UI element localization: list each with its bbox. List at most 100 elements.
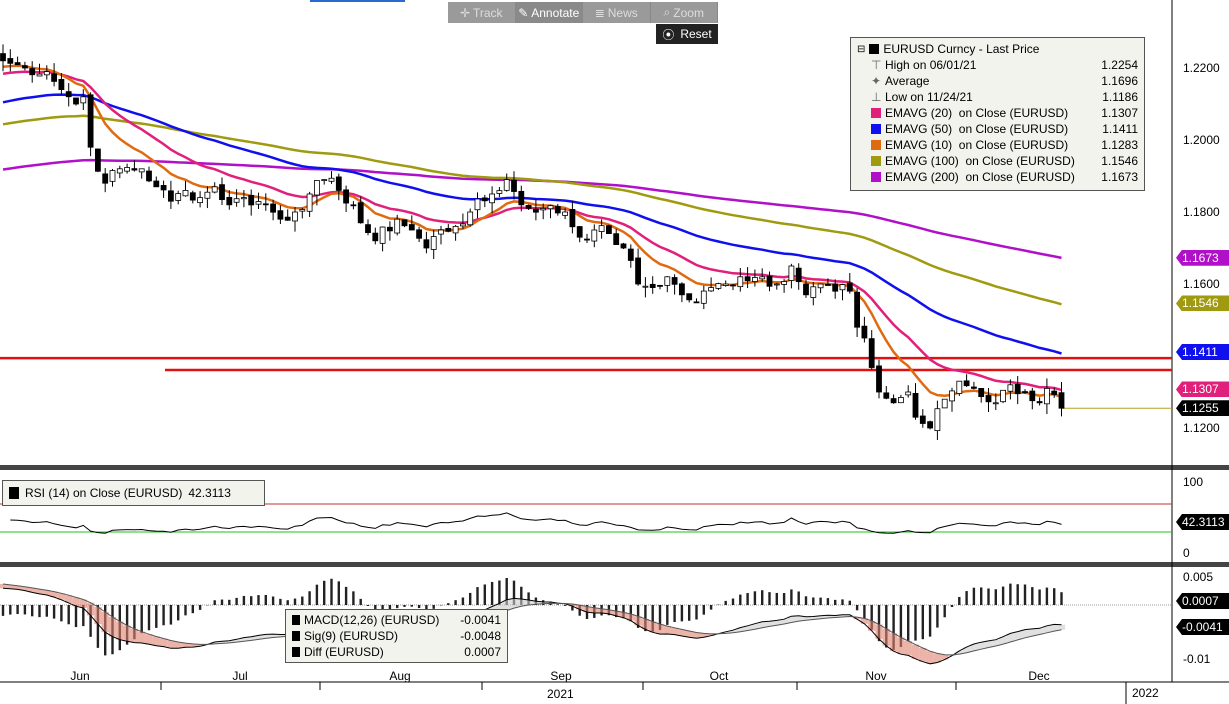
macd-histogram-bar (563, 605, 567, 606)
candle-down (1014, 383, 1021, 395)
high-marker-icon: ⊤ (871, 58, 882, 72)
candle-down (445, 227, 452, 232)
legend-row[interactable]: EMAVG (100) on Close (EURUSD) 1.1546 (857, 153, 1138, 169)
candle-up (109, 170, 116, 182)
legend-row[interactable]: ✦ Average 1.1696 (871, 74, 1138, 88)
top-accent-bar (310, 0, 405, 2)
candle-up (752, 277, 758, 282)
candle-down (868, 338, 875, 368)
candle-down (226, 197, 233, 206)
macd-histogram-bar (366, 605, 370, 606)
price-tick-label: 1.2200 (1183, 61, 1220, 75)
candle-up (1007, 384, 1014, 392)
legend-row[interactable]: ⊤ High on 06/01/21 1.2254 (871, 58, 1138, 72)
candle-down (978, 388, 985, 397)
reset-button[interactable]: ⦿ Reset (656, 24, 718, 44)
macd-histogram-bar (279, 598, 282, 605)
candle-down (277, 210, 284, 220)
macd-signal-line (2, 583, 1062, 656)
macd-histogram-bar (31, 605, 34, 617)
macd-histogram-bar (293, 598, 297, 605)
candle-up (708, 287, 714, 292)
macd-histogram-bar (1053, 588, 1056, 605)
macd-histogram-bar (359, 598, 362, 605)
track-button[interactable]: ✛ Track (448, 2, 516, 23)
candle-up (379, 226, 386, 244)
year-label: 2021 (547, 687, 574, 701)
macd-histogram-bar (907, 605, 910, 641)
rsi-legend[interactable]: RSI (14) on Close (EURUSD) 42.3113 (2, 480, 265, 506)
macd-histogram-bar (155, 605, 158, 628)
candle-down (167, 190, 174, 202)
legend-row[interactable]: EMAVG (50) on Close (EURUSD) 1.1411 (857, 121, 1138, 137)
legend-row[interactable]: EMAVG (20) on Close (EURUSD) 1.1307 (857, 105, 1138, 121)
candle-up (299, 209, 306, 212)
news-button[interactable]: ≣ News (583, 2, 651, 23)
candle-down (730, 284, 736, 287)
candle-down (854, 291, 860, 328)
legend-row[interactable]: EMAVG (10) on Close (EURUSD) 1.1283 (857, 137, 1138, 153)
series-swatch (871, 108, 881, 118)
price-tag: 1.1546 (1176, 295, 1229, 312)
macd-histogram-bar (461, 597, 465, 605)
annotate-button[interactable]: ✎ Annotate (515, 2, 583, 23)
ema-20-line (2, 70, 1062, 392)
candle-up (788, 265, 795, 281)
macd-histogram-bar (980, 587, 983, 605)
candle-up (306, 193, 313, 212)
candle-down (343, 189, 350, 204)
candle-up (898, 397, 904, 404)
candle-up (722, 283, 729, 286)
candle-down (481, 197, 488, 202)
macd-histogram-bar (16, 605, 19, 615)
macd-histogram-bar (556, 604, 559, 605)
macd-histogram-bar (826, 598, 830, 605)
candle-down (766, 275, 773, 287)
macd-histogram-bar (23, 605, 27, 615)
candle-down (620, 243, 627, 249)
macd-histogram-bar (651, 605, 654, 632)
candle-down (87, 94, 94, 148)
zoom-button[interactable]: ⌕ Zoom (651, 2, 718, 23)
candle-up (956, 380, 963, 394)
macd-histogram-bar (885, 605, 888, 648)
series-swatch (871, 172, 881, 182)
candle-up (467, 211, 474, 226)
macd-histogram-bar (271, 596, 275, 605)
candle-down (795, 267, 802, 283)
macd-histogram-bar (775, 592, 778, 605)
candle-down (408, 224, 415, 231)
candle-down (576, 226, 583, 238)
macd-histogram-bar (950, 605, 954, 608)
macd-histogram-bar (1038, 589, 1041, 605)
candle-down (262, 203, 269, 206)
candle-up (759, 276, 766, 280)
candle-down (73, 97, 79, 105)
macd-histogram-bar (1001, 586, 1005, 605)
candle-down (160, 185, 167, 191)
price-legend[interactable]: ⊟ EURUSD Curncy - Last Price ⊤ High on 06/… (850, 37, 1145, 191)
candle-down (21, 65, 28, 69)
candle-up (292, 211, 298, 222)
collapse-icon[interactable]: ⊟ (857, 43, 866, 55)
macd-histogram-bar (848, 600, 851, 605)
price-tag: 1.1673 (1176, 249, 1229, 266)
macd-histogram-bar (892, 605, 895, 650)
macd-histogram-bar (242, 595, 246, 605)
macd-histogram-bar (454, 600, 457, 605)
candle-down (248, 194, 255, 206)
macd-histogram-bar (82, 605, 85, 627)
month-label: Dec (1028, 669, 1050, 683)
legend-row[interactable]: EMAVG (200) on Close (EURUSD) 1.1673 (857, 169, 1138, 185)
macd-histogram-bar (673, 605, 676, 623)
macd-line (2, 587, 1062, 665)
candle-down (825, 283, 831, 286)
legend-row[interactable]: ⊥ Low on 11/24/21 1.1186 (871, 90, 1138, 104)
macd-histogram-bar (483, 584, 486, 605)
macd-legend[interactable]: MACD(12,26) (EURUSD) -0.0041 Sig(9) (EURUS… (285, 609, 508, 663)
price-tick-label: 1.2000 (1183, 133, 1220, 147)
candle-up (1000, 389, 1006, 403)
candle-up (43, 71, 50, 76)
candle-down (846, 282, 853, 292)
